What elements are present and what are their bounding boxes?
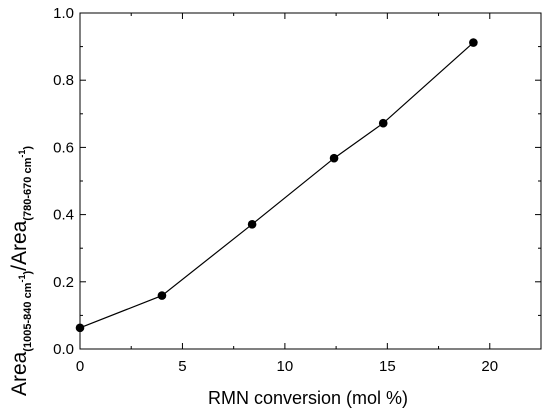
y-title-sub1-post: ) (22, 271, 34, 275)
y-title-sub1-pre: (1005-840 cm (22, 282, 34, 351)
y-title-sup2: -1 (17, 150, 27, 158)
y-tick-label: 0.6 (53, 139, 74, 156)
y-title-sub2-post: ) (22, 146, 34, 150)
data-point (247, 220, 257, 229)
x-tick-label: 0 (76, 358, 84, 375)
y-tick-label: 0.0 (53, 341, 74, 358)
x-tick-label: 15 (379, 358, 396, 375)
x-axis-ticks: 0 5 10 15 20 (76, 13, 498, 375)
data-point (329, 153, 339, 163)
data-point (469, 38, 478, 47)
y-title-area1: Area (8, 351, 31, 396)
y-axis-ticks: 0.0 0.2 0.4 0.6 0.8 1.0 (53, 5, 541, 358)
y-axis-title: Area(1005-840 cm-1)/Area(780-670 cm-1) (8, 146, 34, 396)
data-series (75, 38, 478, 333)
plot-border (79, 12, 542, 350)
y-title-area2: /Area (8, 220, 31, 271)
data-point (378, 118, 388, 128)
series-line (79, 42, 474, 329)
plot-frame (79, 12, 542, 350)
y-title-sup1: -1 (17, 275, 27, 283)
y-tick-label: 0.8 (53, 72, 74, 89)
data-point (157, 291, 167, 300)
y-title-sub2-pre: (780-670 cm (22, 157, 34, 220)
x-axis-title: RMN conversion (mol %) (208, 388, 408, 408)
x-tick-label: 20 (481, 358, 498, 375)
data-point (75, 323, 85, 333)
x-tick-label: 10 (277, 358, 294, 375)
y-tick-label: 1.0 (53, 5, 74, 22)
y-tick-label: 0.2 (53, 274, 74, 291)
x-tick-label: 5 (178, 358, 186, 375)
y-tick-label: 0.4 (53, 207, 74, 224)
